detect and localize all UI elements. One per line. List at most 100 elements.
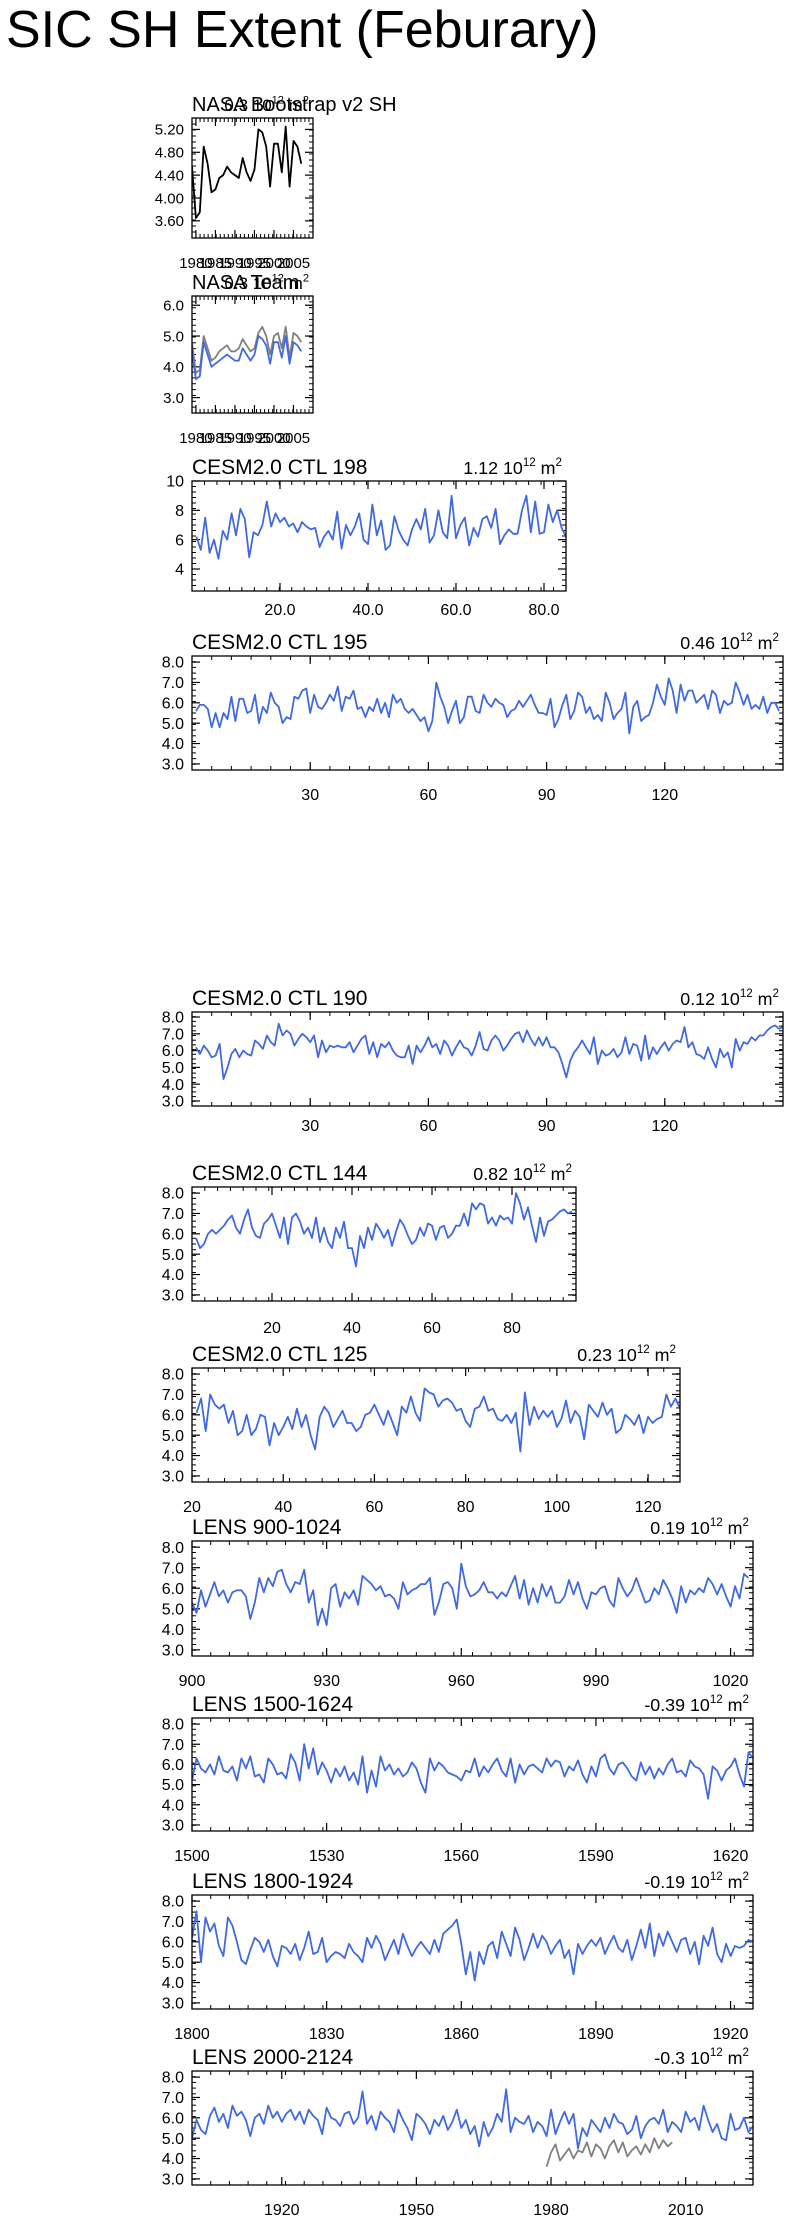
plot-frame — [191, 1186, 577, 1302]
y-tick-label: 4.0 — [162, 2151, 184, 2168]
y-tick-label: 8.0 — [162, 1010, 184, 1027]
y-tick-label: 10 — [166, 474, 184, 491]
x-tick-label: 1860 — [443, 2026, 479, 2043]
trend-label: 1.12 1012 m2 — [463, 456, 562, 478]
y-tick-label: 7.0 — [162, 1387, 184, 1404]
x-tick-label: 30 — [301, 787, 319, 804]
plot-frame — [191, 295, 314, 414]
plot-frame — [191, 1367, 681, 1483]
y-tick-label: 5.0 — [162, 716, 184, 733]
series-line-0 — [195, 1192, 573, 1268]
trend-label: 0.3 1012 m2 — [224, 94, 309, 115]
y-tick-label: 6.0 — [162, 1043, 184, 1060]
x-tick-label: 60 — [366, 1499, 384, 1516]
y-tick-label: 6.0 — [162, 1581, 184, 1598]
trend-label: 0.19 1012 m2 — [650, 1516, 749, 1538]
series-line-1 — [545, 2137, 673, 2167]
y-tick-label: 6.0 — [162, 1226, 184, 1243]
minor-ticks — [192, 1895, 753, 2009]
page-title: SIC SH Extent (Feburary) — [6, 1, 599, 59]
y-tick-label: 3.0 — [163, 390, 184, 407]
trend-label: 0.46 1012 m2 — [680, 631, 779, 653]
y-tick-label: 5.0 — [163, 328, 184, 345]
y-tick-label: 8 — [175, 503, 184, 520]
y-tick-label: 4.0 — [162, 736, 184, 753]
series-line-0 — [192, 325, 303, 374]
y-tick-label: 5.0 — [162, 1955, 184, 1972]
x-tick-label: 1990 — [218, 255, 251, 272]
y-tick-label: 4.00 — [155, 190, 184, 207]
trend-label: 0.82 1012 m2 — [473, 1162, 572, 1184]
minor-ticks — [192, 656, 783, 770]
x-tick-label: 1995 — [238, 255, 271, 272]
chart-title: NASA Bootstrap v2 SH — [192, 94, 397, 116]
x-tick-label: 1980 — [179, 255, 212, 272]
x-tick-label: 120 — [651, 787, 678, 804]
y-tick-label: 7.0 — [162, 1206, 184, 1223]
chart-panel-nasa-bootstrap: 3.60 4.00 4.40 4.80 5.20 19801985199019952000… — [155, 94, 397, 272]
series-line-0 — [195, 1022, 783, 1080]
trend-label: -0.19 1012 m2 — [644, 1870, 749, 1892]
y-tick-label: 5.0 — [162, 1601, 184, 1618]
x-tick-label: 1990 — [218, 430, 251, 447]
y-tick-label: 8.0 — [162, 2070, 184, 2087]
chart-title: LENS 900-1024 — [192, 1516, 342, 1539]
x-tick-label: 1920 — [264, 2202, 300, 2219]
trend-label: 0.12 1012 m2 — [680, 987, 779, 1009]
y-tick-label: 7.0 — [162, 2090, 184, 2107]
plot-frame — [191, 2070, 754, 2186]
x-tick-label: 60 — [420, 1118, 438, 1135]
x-tick-label: 90 — [538, 1118, 556, 1135]
y-tick-label: 3.0 — [162, 1094, 184, 1111]
chart-title: CESM2.0 CTL 144 — [192, 1162, 368, 1185]
trend-label: 0.23 1012 m2 — [577, 1343, 676, 1365]
y-tick-label: 4.0 — [162, 1622, 184, 1639]
y-tick-label: 7.0 — [162, 1737, 184, 1754]
y-tick-label: 8.0 — [162, 1186, 184, 1203]
x-tick-label: 1985 — [199, 255, 232, 272]
y-tick-label: 8.0 — [162, 655, 184, 672]
minor-ticks — [192, 1368, 680, 1482]
x-tick-label: 40 — [274, 1499, 292, 1516]
y-tick-label: 3.0 — [162, 1468, 184, 1485]
series-line-1 — [192, 335, 303, 381]
minor-ticks — [192, 1012, 783, 1106]
y-tick-label: 8.0 — [162, 1894, 184, 1911]
chart-title: LENS 1800-1924 — [192, 1870, 353, 1893]
plot-frame — [191, 480, 567, 592]
y-tick-label: 6.0 — [162, 1407, 184, 1424]
x-tick-label: 1950 — [399, 2202, 435, 2219]
x-tick-label: 1560 — [443, 1848, 479, 1865]
x-tick-label: 100 — [544, 1499, 571, 1516]
x-tick-label: 120 — [651, 1118, 678, 1135]
x-tick-label: 1020 — [713, 1673, 749, 1690]
y-tick-label: 4.0 — [162, 1448, 184, 1465]
x-tick-label: 1980 — [533, 2202, 569, 2219]
y-tick-label: 4.0 — [163, 359, 184, 376]
x-tick-label: 1590 — [578, 1848, 614, 1865]
x-tick-label: 20.0 — [264, 602, 295, 619]
series-line-0 — [195, 494, 566, 560]
y-tick-label: 3.0 — [162, 1818, 184, 1835]
y-tick-label: 4.0 — [162, 1797, 184, 1814]
y-tick-label: 4.80 — [155, 145, 184, 162]
x-tick-label: 2005 — [277, 430, 310, 447]
x-tick-label: 1620 — [713, 1848, 749, 1865]
y-tick-label: 6.0 — [162, 1934, 184, 1951]
chart-panel-lens-1500: 3.0 4.0 5.0 6.0 7.0 8.0 1500 1530 1560 1590 1620 LE… — [162, 1693, 754, 1865]
plot-frame — [191, 1540, 754, 1657]
y-tick-label: 3.60 — [155, 213, 184, 230]
trend-label: -0.39 1012 m2 — [644, 1693, 749, 1715]
minor-ticks — [192, 1718, 753, 1831]
chart-panel-lens-2000: 3.0 4.0 5.0 6.0 7.0 8.0 1920 1950 1980 2010 LENS 2… — [162, 2046, 754, 2219]
chart-panel-cesm-190: 3.04.05.06.07.08.0 30 60 90 120 CESM2.0 CTL 1… — [162, 987, 784, 1135]
y-tick-label: 5.0 — [162, 2131, 184, 2148]
series-line-0 — [192, 2088, 753, 2150]
chart-title: LENS 1500-1624 — [192, 1693, 353, 1716]
x-tick-label: 80 — [457, 1499, 475, 1516]
y-tick-label: 5.0 — [162, 1428, 184, 1445]
x-tick-label: 60.0 — [440, 602, 471, 619]
x-tick-label: 40.0 — [352, 602, 383, 619]
series-line-0 — [192, 1562, 750, 1627]
